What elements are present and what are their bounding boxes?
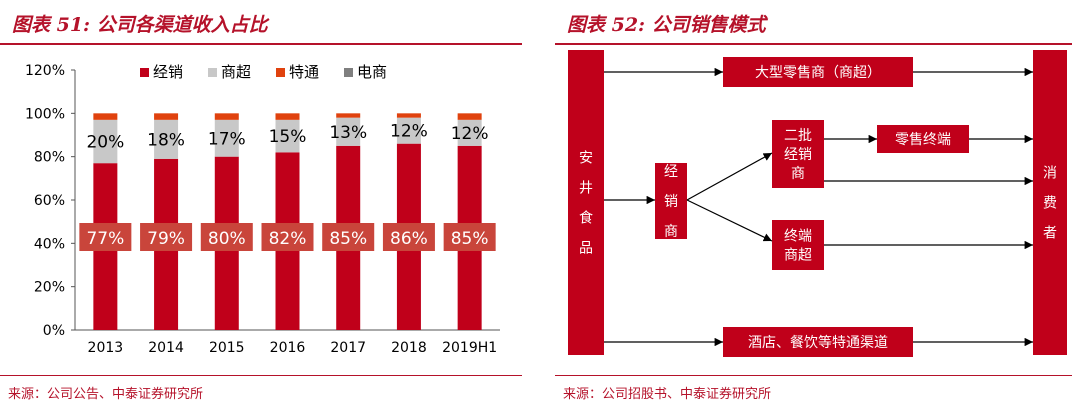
flow-arrow	[686, 199, 773, 242]
terminal-supermarket-node-box	[772, 220, 824, 270]
diagram-source: 来源：公司招股书、中泰证券研究所	[563, 387, 772, 402]
special-channel-node-label: 酒店、餐饮等特通渠道	[748, 334, 888, 351]
bar-特通	[396, 113, 421, 118]
svg-text:者: 者	[1043, 226, 1057, 242]
diagram-title: 图表 52: 公司销售模式	[567, 14, 766, 36]
consumer-node-box	[1033, 50, 1067, 355]
data-label-商超: 12%	[390, 122, 428, 142]
source-rule	[555, 375, 1072, 376]
chart-source: 来源：公司公告、中泰证券研究所	[8, 387, 204, 402]
data-label-box	[322, 223, 375, 251]
y-tick-label: 40%	[34, 236, 65, 252]
svg-text:井: 井	[579, 181, 593, 197]
data-label-box	[79, 223, 132, 251]
legend-label: 电商	[357, 63, 387, 81]
special-channel-node-box	[723, 327, 913, 357]
x-tick-label: 2014	[148, 340, 184, 356]
secondary-dealer-node-box	[772, 120, 824, 188]
x-tick-label: 2016	[270, 340, 306, 356]
data-label-经销: 80%	[208, 229, 246, 249]
x-tick-label: 2013	[88, 340, 124, 356]
data-label-商超: 17%	[208, 129, 246, 149]
data-label-商超: 15%	[269, 127, 307, 147]
data-label-box	[443, 223, 496, 251]
source-rule	[0, 375, 522, 376]
data-label-box	[382, 223, 435, 251]
chart-title: 图表 51: 公司各渠道收入占比	[12, 14, 268, 36]
retail-terminal-node-box	[877, 125, 969, 153]
large-retailer-node-label: 大型零售商（商超）	[755, 65, 881, 81]
legend-swatch	[276, 68, 285, 77]
data-label-商超: 12%	[451, 124, 489, 144]
svg-text:销: 销	[664, 194, 678, 210]
data-label-商超: 18%	[147, 130, 185, 150]
data-label-经销: 85%	[329, 229, 367, 249]
x-tick-label: 2019H1	[442, 340, 497, 356]
svg-text:费: 费	[1043, 196, 1057, 212]
data-label-商超: 13%	[329, 123, 367, 143]
legend-swatch	[344, 68, 353, 77]
large-retailer-node-box	[723, 57, 913, 87]
data-label-box	[261, 223, 314, 251]
data-label-box	[140, 223, 193, 251]
bar-商超	[93, 119, 118, 164]
bar-特通	[93, 113, 118, 120]
consumer-node-label: 消费者	[1043, 166, 1057, 242]
svg-text:安: 安	[579, 151, 593, 167]
bar-商超	[154, 119, 179, 159]
title-rule	[555, 43, 1072, 45]
distributor-node-label: 经销商	[664, 164, 678, 240]
y-tick-label: 120%	[25, 63, 65, 79]
legend-swatch	[208, 68, 217, 77]
bar-特通	[275, 113, 300, 120]
distributor-node-box	[655, 163, 687, 239]
bar-特通	[336, 113, 361, 118]
x-tick-label: 2017	[330, 340, 366, 356]
legend-swatch	[140, 68, 149, 77]
right-panel: 图表 52: 公司销售模式 安井食品 经销商 二批经销商终端商超 零售终端 大型零售商（…	[555, 0, 1080, 410]
data-label-经销: 79%	[147, 229, 185, 249]
bar-特通	[457, 113, 482, 120]
svg-text:品: 品	[579, 241, 593, 257]
legend-label: 经销	[153, 63, 183, 81]
svg-text:商: 商	[664, 224, 678, 240]
y-tick-label: 20%	[34, 280, 65, 296]
y-tick-label: 100%	[25, 106, 65, 122]
bar-商超	[396, 117, 421, 144]
channel-share-chart: 0% 20% 40% 60% 80% 100% 120% 2013 77% 20% 2014 79% 1…	[25, 63, 500, 356]
legend-label: 特通	[289, 63, 319, 81]
x-tick-label: 2018	[391, 340, 427, 356]
retail-terminal-node-label: 零售终端	[895, 132, 951, 148]
data-label-经销: 86%	[390, 229, 428, 249]
bar-商超	[336, 117, 361, 146]
data-label-经销: 82%	[269, 229, 307, 249]
bar-商超	[214, 119, 239, 157]
data-label-商超: 20%	[86, 133, 124, 153]
y-tick-label: 80%	[34, 150, 65, 166]
company-node-box	[568, 50, 604, 355]
flow-arrow	[686, 152, 773, 201]
bar-特通	[214, 113, 239, 120]
y-tick-label: 0%	[43, 323, 65, 339]
data-label-经销: 85%	[451, 229, 489, 249]
bar-特通	[154, 113, 179, 120]
legend-label: 商超	[221, 63, 251, 81]
svg-text:消: 消	[1043, 166, 1057, 182]
data-label-box	[200, 223, 253, 251]
x-tick-label: 2015	[209, 340, 245, 356]
svg-text:食: 食	[579, 210, 593, 227]
y-tick-label: 60%	[34, 193, 65, 209]
secondary-dealer-node-label: 二批经销商	[784, 128, 812, 182]
left-panel: 图表 51: 公司各渠道收入占比 0% 20% 40% 60% 80% 100% 120% 2…	[0, 0, 530, 410]
bar-商超	[275, 119, 300, 153]
terminal-supermarket-node-label: 终端商超	[784, 229, 812, 264]
title-rule	[0, 43, 522, 45]
data-label-经销: 77%	[86, 229, 124, 249]
svg-text:经: 经	[664, 164, 678, 180]
bar-商超	[457, 119, 482, 146]
